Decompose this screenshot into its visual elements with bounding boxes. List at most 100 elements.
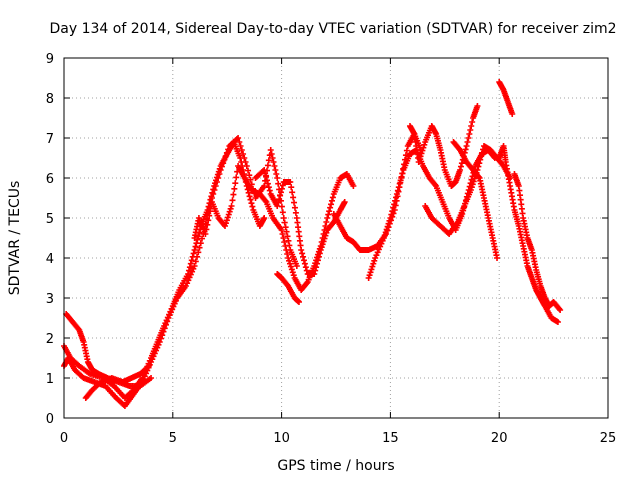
- data-point: [148, 375, 155, 381]
- data-point: [264, 180, 271, 187]
- y-axis-label: SDTVAR / TECUs: [7, 181, 23, 296]
- data-point: [403, 147, 410, 154]
- data-point: [312, 267, 319, 274]
- data-point: [213, 179, 220, 185]
- data-point: [222, 220, 229, 227]
- data-point: [283, 247, 290, 253]
- data-point: [243, 163, 250, 169]
- data-point: [268, 151, 275, 157]
- data-point: [367, 269, 374, 276]
- data-point: [419, 147, 426, 154]
- data-point: [341, 199, 348, 205]
- series-track-5: [191, 163, 357, 293]
- data-point: [286, 257, 293, 264]
- data-point: [196, 244, 203, 251]
- data-point: [217, 167, 224, 173]
- data-point: [288, 266, 295, 273]
- data-point: [421, 141, 428, 148]
- data-point: [222, 153, 229, 160]
- data-point: [229, 197, 236, 204]
- data-point: [225, 211, 232, 218]
- x-tick-label: 20: [491, 431, 508, 446]
- data-point: [457, 167, 464, 173]
- data-point: [285, 237, 292, 244]
- data-point: [415, 159, 422, 165]
- data-point: [262, 197, 269, 204]
- data-point: [328, 201, 335, 208]
- y-tick-label: 0: [46, 412, 54, 427]
- data-point: [465, 135, 472, 141]
- data-point: [387, 215, 394, 221]
- data-point: [279, 231, 286, 237]
- data-point: [240, 151, 247, 157]
- data-point: [249, 203, 256, 210]
- data-point: [186, 264, 193, 271]
- data-point: [298, 247, 305, 253]
- data-point: [187, 260, 194, 267]
- data-point: [281, 239, 288, 245]
- data-point: [463, 143, 470, 149]
- data-point: [299, 250, 306, 257]
- data-point: [289, 269, 296, 276]
- data-point: [278, 227, 285, 233]
- data-point: [218, 163, 225, 170]
- data-point: [319, 241, 326, 248]
- data-point: [278, 185, 285, 192]
- data-point: [474, 103, 481, 109]
- y-tick-label: 8: [46, 92, 54, 107]
- data-point: [314, 260, 321, 267]
- data-point: [287, 179, 294, 185]
- data-point: [327, 204, 334, 211]
- data-point: [203, 226, 210, 233]
- data-point: [274, 203, 281, 209]
- data-point: [311, 271, 318, 277]
- chart-title: Day 134 of 2014, Sidereal Day-to-day VTE…: [50, 21, 617, 37]
- data-point: [315, 253, 322, 260]
- data-point: [157, 335, 164, 342]
- data-point: [350, 183, 357, 189]
- data-point: [394, 187, 401, 194]
- data-point: [291, 204, 298, 211]
- data-point: [230, 191, 237, 198]
- y-tick-label: 7: [46, 132, 54, 147]
- data-point: [241, 155, 248, 161]
- data-point: [270, 159, 277, 165]
- data-point: [271, 163, 278, 169]
- data-point: [282, 224, 289, 231]
- data-point: [468, 184, 475, 191]
- data-point: [277, 192, 284, 199]
- data-point: [280, 235, 287, 241]
- data-point: [160, 328, 167, 335]
- data-point: [227, 205, 234, 212]
- x-axis-label: GPS time / hours: [277, 458, 394, 474]
- data-point: [215, 175, 222, 181]
- data-point: [392, 194, 399, 201]
- data-point: [479, 149, 486, 156]
- x-tick-label: 10: [273, 431, 290, 446]
- data-point: [282, 243, 289, 249]
- data-point: [279, 182, 286, 189]
- data-point: [556, 305, 563, 312]
- data-point: [191, 247, 198, 253]
- data-point: [238, 147, 245, 153]
- data-point: [470, 178, 477, 185]
- data-point: [302, 264, 309, 271]
- data-point: [261, 215, 268, 221]
- data-point: [192, 243, 199, 250]
- data-point: [245, 167, 252, 174]
- data-point: [475, 173, 482, 180]
- x-tick-label: 0: [60, 431, 68, 446]
- data-point: [220, 160, 227, 167]
- data-point: [212, 183, 219, 189]
- data-point: [393, 191, 400, 197]
- data-point: [283, 228, 290, 235]
- data-point: [279, 209, 286, 216]
- data-point: [292, 209, 299, 216]
- data-point: [275, 180, 282, 187]
- data-point: [225, 146, 232, 153]
- data-point: [321, 235, 328, 242]
- data-point: [267, 147, 274, 153]
- data-point: [228, 203, 235, 209]
- data-point: [475, 163, 482, 170]
- data-point: [390, 204, 397, 211]
